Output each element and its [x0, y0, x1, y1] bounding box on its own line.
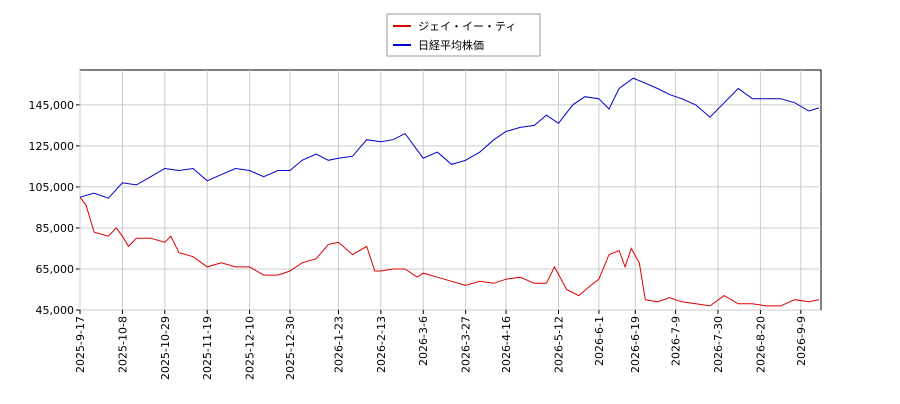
plot-frame — [79, 69, 822, 311]
y-tick-label: 105,000 — [29, 181, 75, 194]
x-tick-label: 2026-7-30 — [712, 316, 725, 373]
x-tick-label: 2026-8-20 — [754, 316, 767, 373]
x-tick-label: 2025-9-17 — [74, 316, 87, 373]
y-tick-label: 45,000 — [36, 304, 75, 317]
x-tick-label: 2025-10-8 — [116, 316, 129, 373]
x-tick-label: 2026-6-19 — [629, 316, 642, 373]
x-tick-label: 2026-9-9 — [795, 316, 808, 366]
series-line — [79, 77, 820, 199]
y-tick-label: 145,000 — [29, 99, 75, 112]
y-tick-label: 65,000 — [36, 263, 75, 276]
series-line — [79, 196, 820, 307]
x-tick-label: 2026-7-9 — [670, 316, 683, 366]
legend-label: ジェイ・イー・ティ — [418, 20, 516, 33]
y-tick-label: 85,000 — [36, 222, 75, 235]
x-tick-label: 2025-11-19 — [201, 316, 214, 380]
x-tick-label: 2026-5-12 — [553, 316, 566, 373]
x-tick-label: 2026-4-16 — [500, 316, 513, 373]
x-tick-label: 2025-12-30 — [284, 316, 297, 380]
legend-box — [386, 13, 541, 57]
x-tick-label: 2025-12-10 — [244, 316, 257, 380]
y-tick-label: 125,000 — [29, 140, 75, 153]
x-tick-label: 2026-3-27 — [460, 316, 473, 373]
x-tick-label: 2026-2-13 — [375, 316, 388, 373]
legend-label: 日経平均株価 — [418, 38, 484, 52]
x-tick-label: 2026-6-1 — [593, 316, 606, 366]
x-tick-label: 2026-1-23 — [332, 316, 345, 373]
x-tick-label: 2025-10-29 — [159, 316, 172, 380]
x-tick-label: 2026-3-6 — [417, 316, 430, 366]
